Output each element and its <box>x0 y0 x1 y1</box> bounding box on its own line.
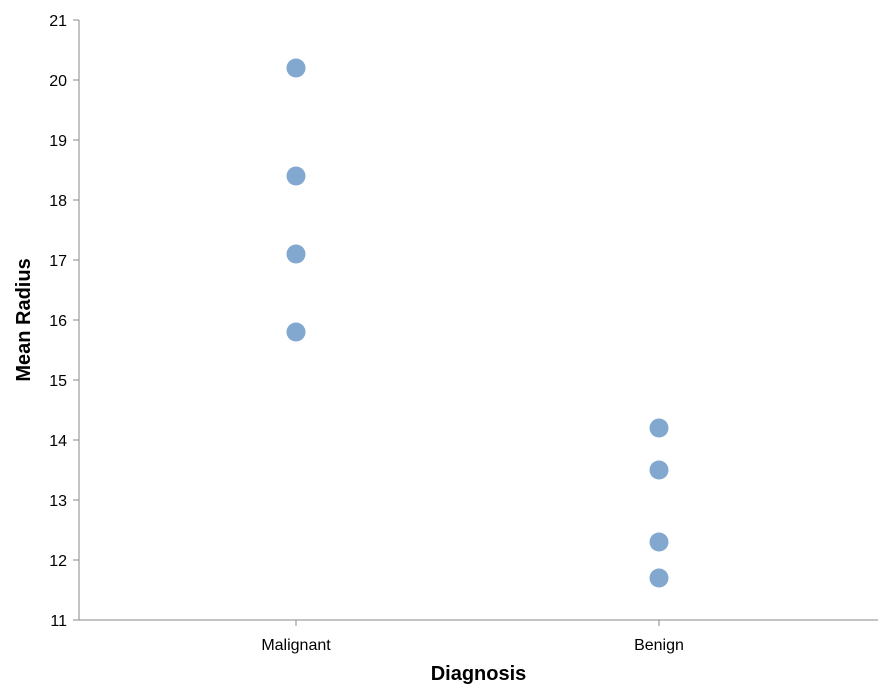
y-tick-label: 16 <box>49 313 67 330</box>
y-tick-label: 15 <box>49 373 67 390</box>
x-axis-title: Diagnosis <box>431 663 527 685</box>
data-point <box>650 533 669 552</box>
y-tick-label: 11 <box>50 613 67 630</box>
x-tick-label-malignant: Malignant <box>261 637 331 654</box>
data-point <box>287 59 306 78</box>
y-tick-label: 21 <box>49 13 67 30</box>
data-point <box>650 569 669 588</box>
y-tick-label: 18 <box>49 193 67 210</box>
y-tick-label: 17 <box>49 253 67 270</box>
data-points <box>287 59 669 588</box>
y-tick-label: 19 <box>49 133 67 150</box>
data-point <box>650 461 669 480</box>
y-tick-label: 12 <box>49 553 67 570</box>
data-point <box>287 167 306 186</box>
y-axis: 11 12 13 14 15 16 17 18 19 20 21 <box>49 13 79 630</box>
x-tick-label-benign: Benign <box>634 637 684 654</box>
y-axis-title: Mean Radius <box>13 258 35 381</box>
x-axis: Malignant Benign <box>79 620 878 654</box>
data-point <box>287 323 306 342</box>
y-tick-label: 13 <box>49 493 67 510</box>
data-point <box>650 419 669 438</box>
y-tick-label: 14 <box>49 433 67 450</box>
y-tick-label: 20 <box>49 73 67 90</box>
data-point <box>287 245 306 264</box>
